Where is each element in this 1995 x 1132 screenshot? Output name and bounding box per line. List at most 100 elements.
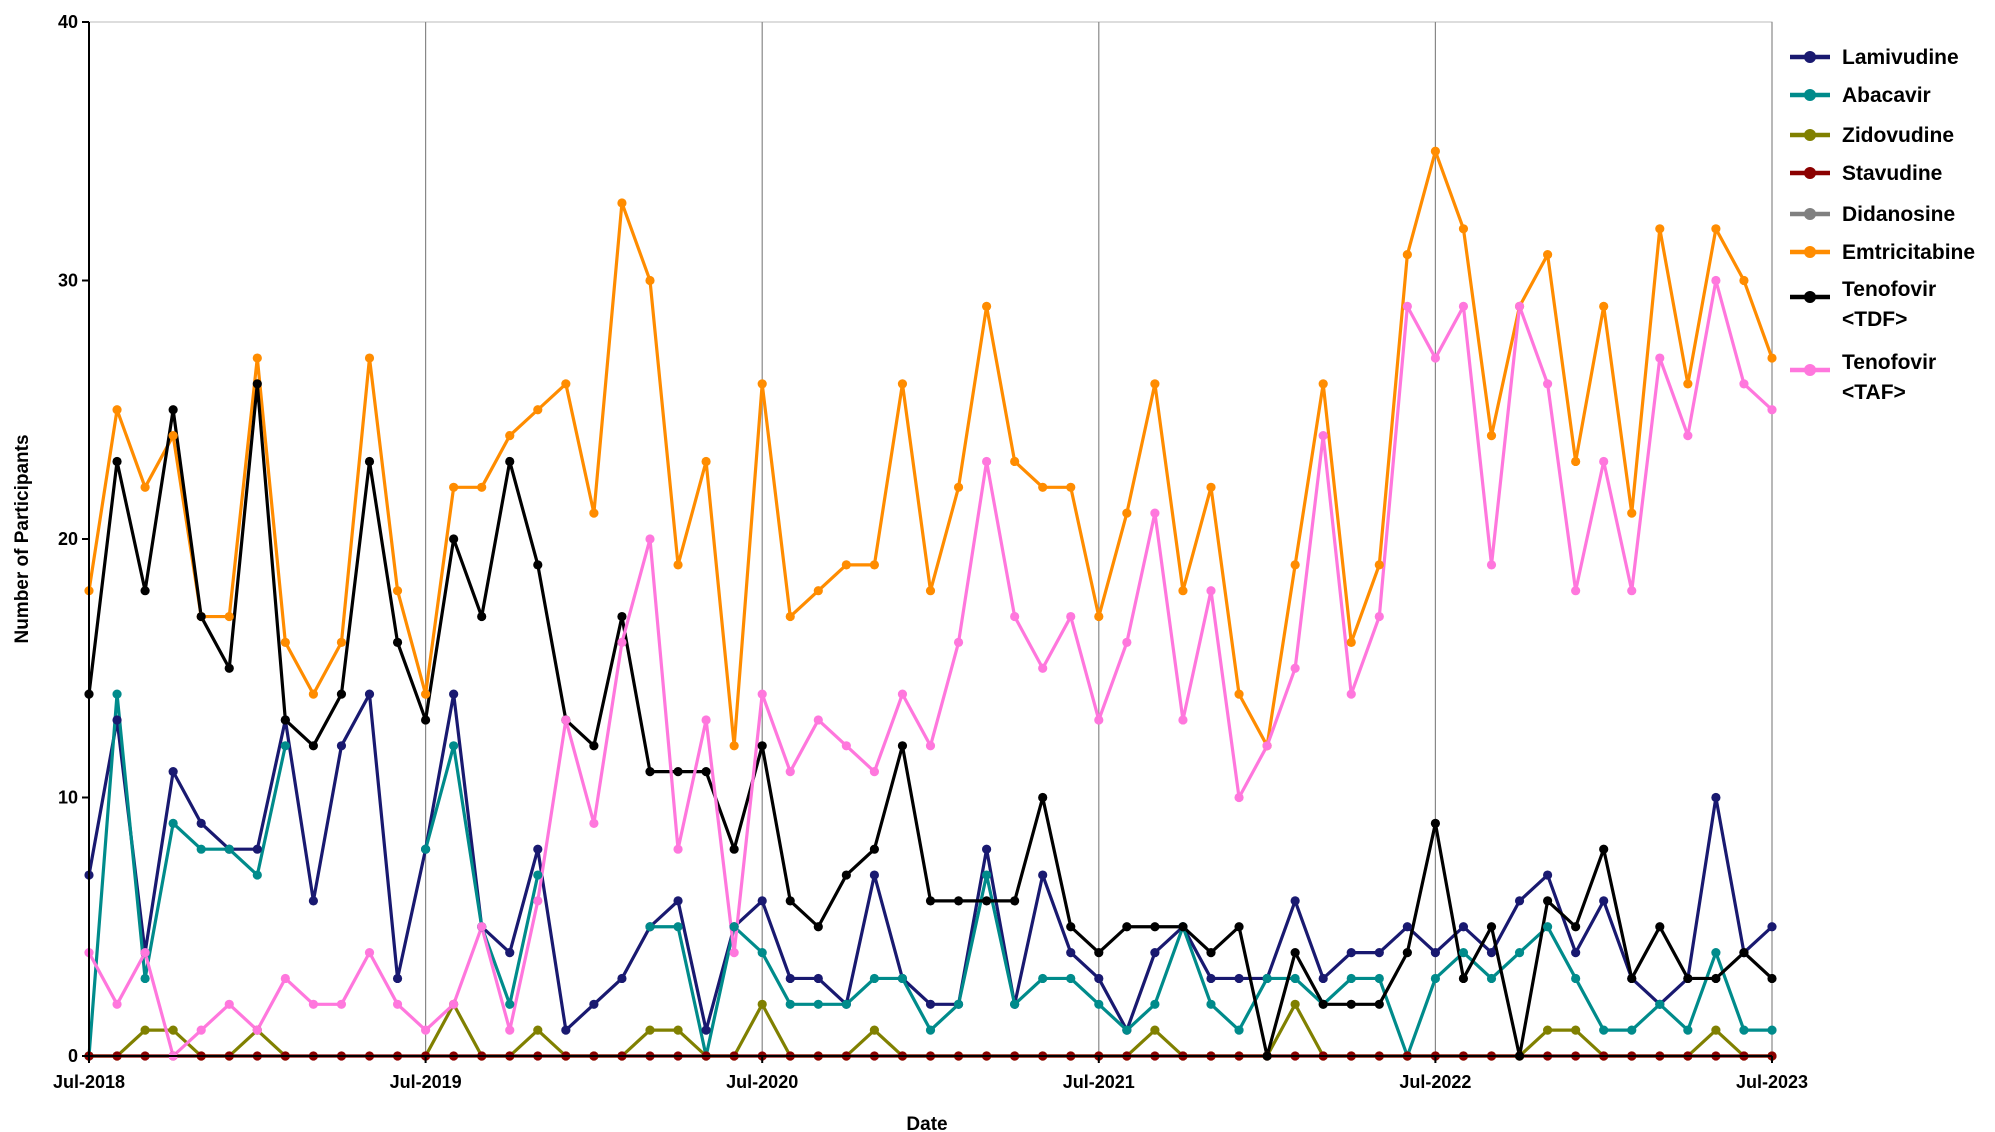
- data-point-emtricitabine: [1571, 456, 1581, 467]
- data-point-abacavir: [421, 844, 431, 854]
- data-point-emtricitabine: [1150, 379, 1160, 389]
- data-point-lamivudine: [505, 948, 515, 958]
- data-point-tenofovir-taf: [1318, 431, 1328, 441]
- legend-swatch-marker: [1804, 364, 1816, 376]
- data-point-abacavir: [1655, 999, 1665, 1009]
- data-point-emtricitabine: [1094, 611, 1104, 622]
- data-point-abacavir: [168, 818, 178, 828]
- data-point-lamivudine: [1458, 922, 1469, 932]
- x-tick-label: Jul-2018: [53, 1072, 125, 1092]
- data-point-abacavir: [505, 999, 515, 1009]
- data-point-abacavir: [673, 922, 683, 932]
- data-point-abacavir: [1122, 1025, 1132, 1035]
- data-point-abacavir: [729, 922, 739, 932]
- data-point-tenofovir-tdf: [1010, 896, 1020, 906]
- data-point-abacavir: [1683, 1025, 1693, 1035]
- data-point-tenofovir-tdf: [1655, 922, 1665, 932]
- data-point-abacavir: [1038, 973, 1048, 984]
- legend-swatch-marker: [1804, 89, 1816, 101]
- data-point-tenofovir-tdf: [1206, 948, 1216, 958]
- data-point-zidovudine: [1543, 1025, 1553, 1035]
- data-point-tenofovir-tdf: [1458, 973, 1469, 984]
- data-point-tenofovir-tdf: [364, 456, 375, 467]
- data-point-emtricitabine: [1374, 560, 1384, 570]
- data-point-abacavir: [757, 948, 767, 958]
- legend-label: Lamivudine: [1842, 46, 1959, 69]
- x-tick-label: Jul-2020: [726, 1072, 798, 1092]
- legend-label: Zidovudine: [1842, 124, 1954, 147]
- data-point-tenofovir-tdf: [1599, 844, 1609, 854]
- data-point-emtricitabine: [841, 560, 851, 570]
- data-point-zidovudine: [757, 999, 767, 1009]
- data-point-emtricitabine: [168, 431, 178, 441]
- data-point-emtricitabine: [897, 379, 908, 389]
- data-point-emtricitabine: [1178, 586, 1188, 596]
- data-point-lamivudine: [982, 844, 992, 854]
- data-point-emtricitabine: [561, 379, 571, 389]
- data-point-tenofovir-tdf: [1543, 896, 1553, 906]
- data-point-tenofovir-taf: [982, 456, 992, 467]
- x-axis-title: Date: [906, 1114, 947, 1132]
- data-point-emtricitabine: [1066, 482, 1076, 492]
- data-point-tenofovir-tdf: [617, 611, 627, 622]
- data-point-emtricitabine: [1234, 689, 1244, 699]
- data-point-emtricitabine: [1318, 379, 1328, 389]
- data-point-tenofovir-tdf: [421, 715, 431, 725]
- legend-label: Emtricitabine: [1842, 241, 1975, 264]
- data-point-tenofovir-tdf: [1627, 973, 1637, 984]
- data-point-abacavir: [280, 741, 290, 751]
- legend-item: Abacavir: [1790, 84, 1931, 107]
- data-point-tenofovir-taf: [533, 896, 543, 906]
- data-point-abacavir: [252, 870, 262, 880]
- data-point-lamivudine: [308, 896, 318, 906]
- data-point-lamivudine: [701, 1025, 711, 1035]
- data-point-tenofovir-taf: [1122, 637, 1132, 648]
- legend-item: Emtricitabine: [1790, 241, 1975, 264]
- data-point-tenofovir-taf: [813, 715, 823, 725]
- data-point-abacavir: [869, 973, 880, 984]
- data-point-emtricitabine: [617, 198, 627, 208]
- data-point-lamivudine: [112, 715, 122, 725]
- data-point-tenofovir-taf: [1262, 741, 1272, 751]
- data-point-tenofovir-tdf: [1739, 948, 1749, 958]
- data-point-emtricitabine: [1711, 224, 1721, 234]
- data-point-lamivudine: [785, 973, 795, 984]
- data-point-emtricitabine: [1458, 224, 1469, 234]
- data-point-lamivudine: [1038, 870, 1048, 880]
- data-point-emtricitabine: [1486, 431, 1497, 441]
- data-point-lamivudine: [364, 689, 375, 699]
- data-point-abacavir: [1234, 1025, 1244, 1035]
- data-point-tenofovir-tdf: [757, 741, 767, 751]
- data-point-tenofovir-taf: [1374, 611, 1384, 622]
- data-point-lamivudine: [1571, 948, 1581, 958]
- data-point-abacavir: [224, 844, 234, 854]
- data-point-abacavir: [1627, 1025, 1637, 1035]
- data-point-zidovudine: [645, 1025, 655, 1035]
- data-point-lamivudine: [392, 973, 403, 984]
- data-point-abacavir: [1739, 1025, 1749, 1035]
- data-point-zidovudine: [140, 1025, 150, 1035]
- data-point-tenofovir-tdf: [252, 379, 262, 389]
- data-point-abacavir: [841, 999, 851, 1009]
- data-point-tenofovir-taf: [1486, 560, 1497, 570]
- data-point-tenofovir-taf: [953, 637, 964, 648]
- data-point-tenofovir-taf: [196, 1025, 206, 1035]
- data-point-tenofovir-taf: [1290, 663, 1300, 673]
- data-point-tenofovir-tdf: [1234, 922, 1244, 932]
- data-point-emtricitabine: [1543, 250, 1553, 260]
- data-point-zidovudine: [1290, 999, 1300, 1009]
- data-point-tenofovir-tdf: [925, 896, 936, 906]
- data-point-tenofovir-tdf: [869, 844, 880, 854]
- legend-swatch-marker: [1804, 208, 1816, 220]
- data-point-tenofovir-tdf: [196, 611, 206, 622]
- data-point-emtricitabine: [449, 482, 459, 492]
- data-point-abacavir: [982, 870, 992, 880]
- data-point-emtricitabine: [280, 637, 290, 648]
- data-point-lamivudine: [1290, 896, 1300, 906]
- data-point-tenofovir-tdf: [224, 663, 234, 673]
- data-point-lamivudine: [1711, 792, 1721, 803]
- legend-label: Abacavir: [1842, 84, 1931, 107]
- data-point-tenofovir-taf: [645, 534, 655, 544]
- data-point-abacavir: [1767, 1025, 1777, 1035]
